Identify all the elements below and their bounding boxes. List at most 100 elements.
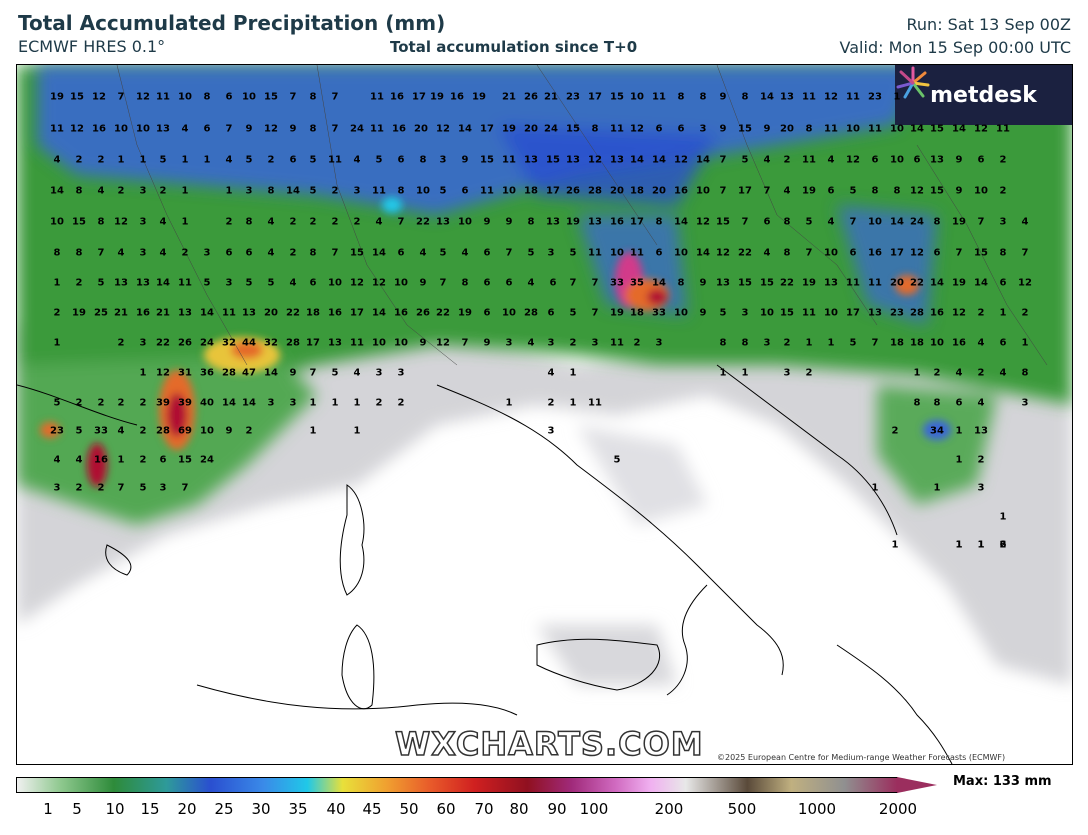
grid-value: 20 [524, 123, 538, 135]
peak-precip-layer [40, 197, 951, 487]
grid-value: 13 [610, 154, 624, 166]
grid-value: 24 [544, 123, 558, 135]
grid-value: 9 [483, 337, 491, 349]
grid-value: 10 [890, 123, 904, 135]
grid-value: 12 [824, 91, 838, 103]
grid-value: 9 [719, 123, 727, 135]
grid-value: 13 [588, 216, 602, 228]
metdesk-burst-icon [896, 66, 930, 99]
grid-value: 1 [139, 367, 147, 379]
grid-value: 10 [610, 247, 624, 259]
grid-value: 28 [524, 307, 538, 319]
grid-value: 2 [245, 425, 253, 437]
grid-value: 5 [309, 185, 317, 197]
grid-value: 2 [225, 216, 233, 228]
grid-value: 28 [156, 425, 170, 437]
grid-value: 6 [245, 247, 253, 259]
grid-value: 10 [674, 247, 688, 259]
grid-value: 9 [461, 154, 469, 166]
grid-value: 33 [94, 425, 108, 437]
grid-value: 5 [309, 154, 317, 166]
grid-value: 16 [390, 91, 404, 103]
grid-value: 36 [200, 367, 214, 379]
grid-value: 8 [719, 337, 727, 349]
grid-value: 12 [910, 247, 924, 259]
grid-value: 6 [933, 247, 941, 259]
grid-value: 8 [309, 123, 317, 135]
grid-value: 1 [117, 454, 125, 466]
scale-tick-label: 5 [72, 800, 82, 818]
grid-value: 8 [75, 185, 83, 197]
grid-value: 3 [999, 216, 1007, 228]
grid-value: 4 [977, 397, 985, 409]
grid-value: 6 [309, 277, 317, 289]
grid-value: 21 [156, 307, 170, 319]
grid-value: 2 [397, 397, 405, 409]
grid-value: 9 [699, 307, 707, 319]
grid-value: 1 [805, 337, 813, 349]
grid-value: 9 [763, 123, 771, 135]
grid-value: 8 [419, 154, 427, 166]
grid-value: 4 [419, 247, 427, 259]
grid-value: 15 [738, 123, 752, 135]
grid-value: 11 [588, 397, 602, 409]
grid-value: 19 [472, 91, 486, 103]
grid-value: 1 [827, 337, 835, 349]
grid-value: 10 [974, 185, 988, 197]
grid-value: 17 [412, 91, 426, 103]
grid-value: 5 [439, 247, 447, 259]
grid-value: 31 [178, 367, 192, 379]
grid-value: 1 [999, 307, 1007, 319]
grid-value: 1 [955, 425, 963, 437]
grid-value: 6 [505, 277, 513, 289]
grid-value: 12 [1018, 277, 1032, 289]
grid-value: 23 [890, 307, 904, 319]
grid-value: 3 [139, 337, 147, 349]
grid-value: 5 [75, 425, 83, 437]
precipitation-map[interactable]: metdesk 19 15 12 7 12 11 10 8 6 10 15 7 8 7 11 16 17 19 16… [16, 64, 1073, 765]
grid-value: 1 [53, 277, 61, 289]
grid-value: 22 [436, 307, 450, 319]
scale-tick-label: 2000 [878, 800, 918, 818]
grid-value: 5 [375, 154, 383, 166]
grid-value: 5 [569, 247, 577, 259]
grid-value: 15 [974, 247, 988, 259]
grid-value: 16 [328, 307, 342, 319]
grid-value: 1 [891, 539, 899, 551]
grid-value: 6 [547, 307, 555, 319]
grid-value: 15 [930, 123, 944, 135]
grid-value: 11 [824, 123, 838, 135]
grid-value: 10 [824, 247, 838, 259]
grid-value: 2 [309, 216, 317, 228]
metdesk-logo-text: metdesk [930, 82, 1037, 108]
grid-value: 16 [394, 307, 408, 319]
grid-value: 20 [610, 185, 624, 197]
grid-value: 23 [50, 425, 64, 437]
grid-value: 9 [505, 216, 513, 228]
grid-value: 3 [741, 307, 749, 319]
grid-value: 3 [655, 337, 663, 349]
grid-value: 11 [802, 307, 816, 319]
grid-value: 7 [461, 337, 469, 349]
accumulation-subtitle: Total accumulation since T+0 [390, 38, 638, 56]
max-label: Max: 133 mm [953, 774, 1052, 789]
grid-value: 7 [397, 216, 405, 228]
grid-value: 8 [1021, 367, 1029, 379]
grid-value: 15 [264, 91, 278, 103]
grid-value: 3 [547, 425, 555, 437]
grid-value: 15 [760, 277, 774, 289]
grid-value: 17 [738, 185, 752, 197]
grid-value: 10 [630, 91, 644, 103]
scale-tick-label: 1 [43, 800, 53, 818]
grid-value: 8 [913, 397, 921, 409]
grid-value: 34 [930, 425, 944, 437]
grid-value: 22 [738, 247, 752, 259]
scale-tick-label: 25 [214, 800, 234, 818]
grid-value: 8 [97, 216, 105, 228]
grid-value: 4 [53, 454, 61, 466]
grid-value: 3 [225, 277, 233, 289]
grid-value: 20 [780, 123, 794, 135]
grid-value: 9 [419, 337, 427, 349]
grid-value: 1 [871, 482, 879, 494]
grid-value: 2 [569, 337, 577, 349]
